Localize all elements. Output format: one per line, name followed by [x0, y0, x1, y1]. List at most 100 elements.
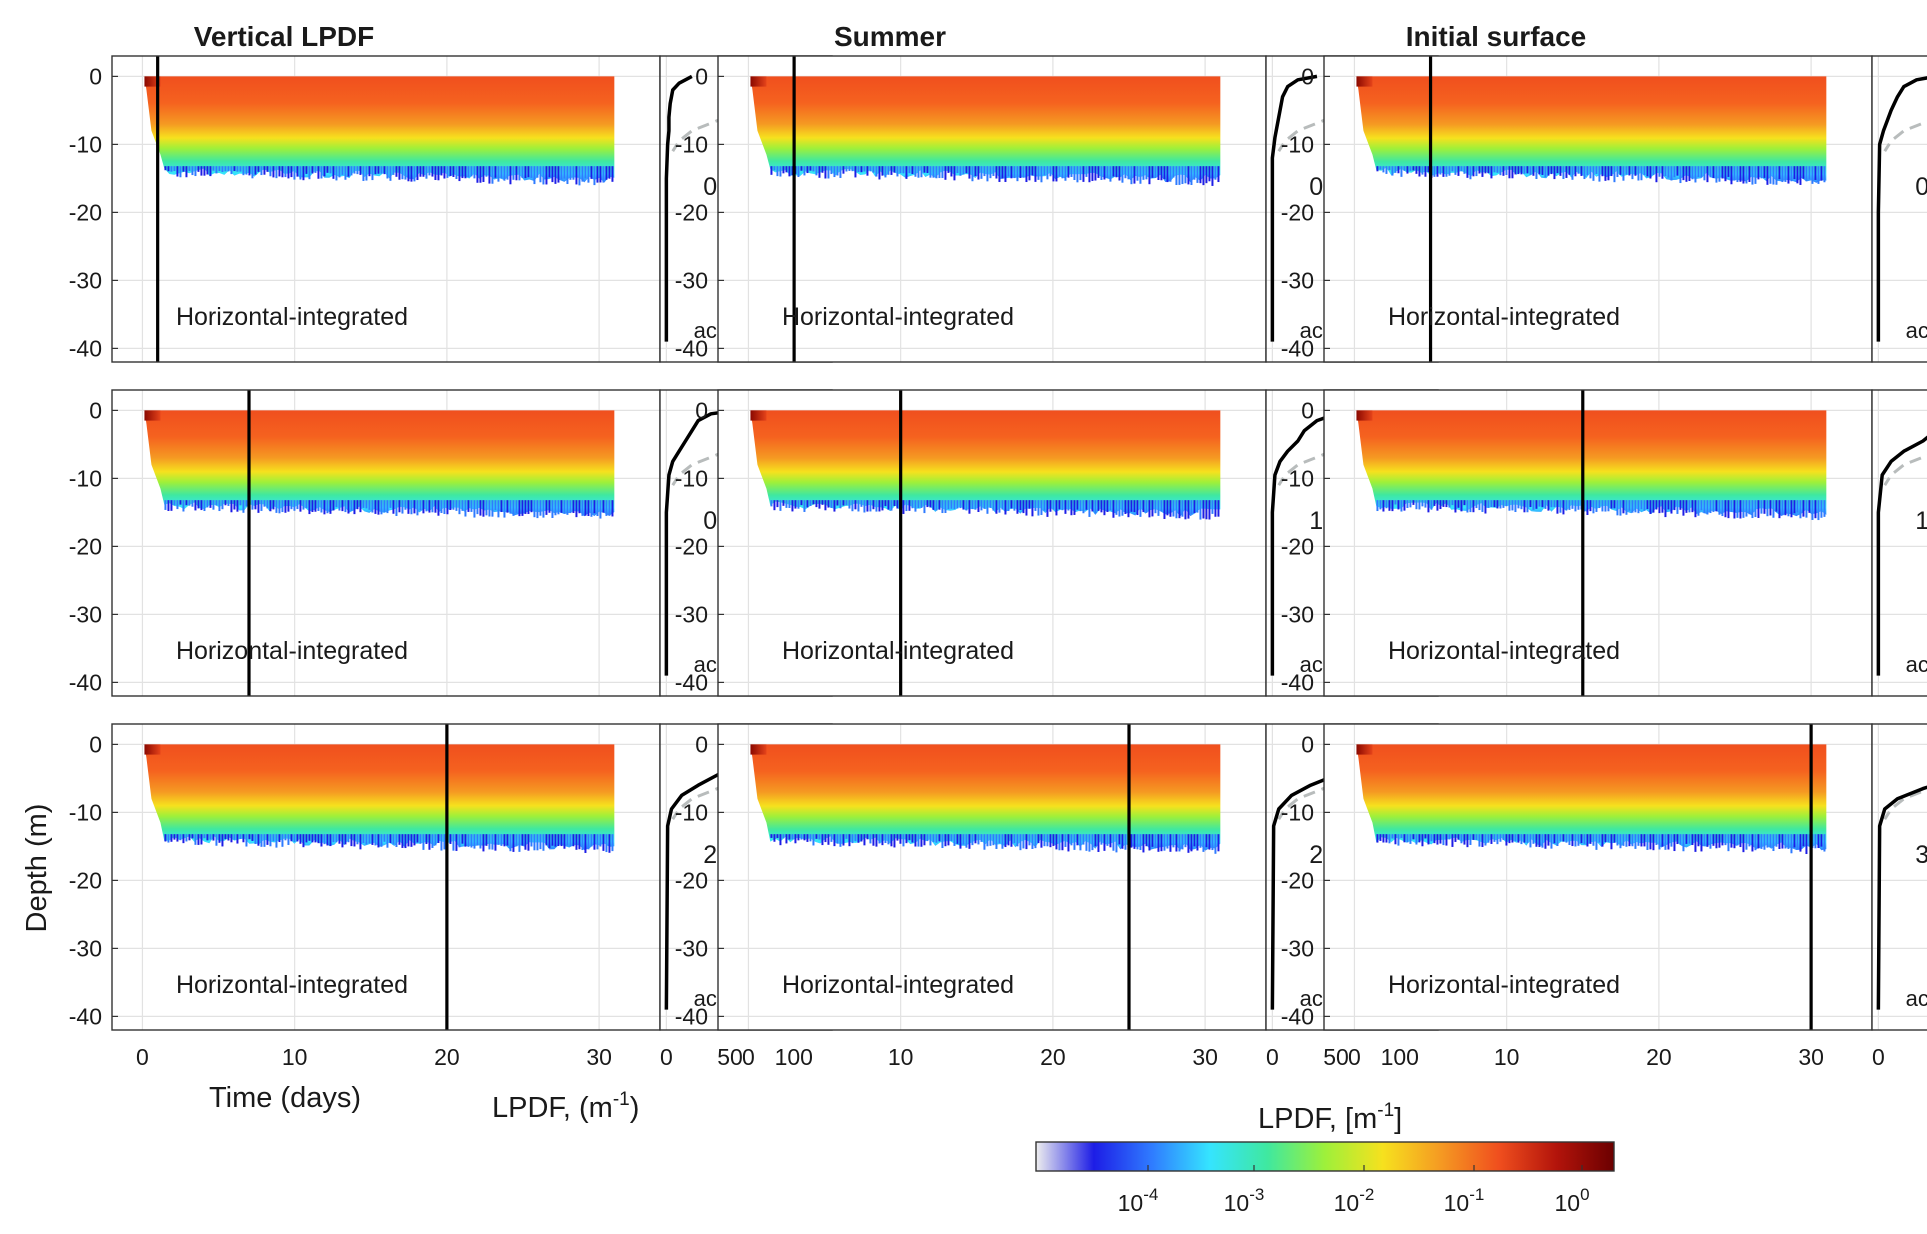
lpdf-tail-segment — [176, 166, 179, 177]
lpdf-tail-segment — [1577, 166, 1580, 174]
lpdf-tail-segment — [386, 500, 389, 514]
lpdf-tail-segment — [1016, 834, 1019, 847]
lpdf-tail-segment — [425, 166, 428, 179]
lpdf-tail-segment — [1019, 166, 1022, 178]
lpdf-deep-tail — [1376, 166, 1826, 185]
lpdf-tail-segment — [890, 166, 893, 175]
lpdf-tail-segment — [1163, 500, 1166, 519]
lpdf-tail-segment — [293, 166, 296, 180]
lpdf-tail-segment — [251, 166, 254, 179]
lpdf-tail-segment — [179, 500, 182, 505]
lpdf-tail-segment — [290, 500, 293, 510]
lpdf-tail-segment — [1166, 166, 1169, 183]
lpdf-tail-segment — [1076, 166, 1079, 183]
lpdf-tail-segment — [1451, 500, 1454, 506]
lpdf-tail-segment — [1562, 834, 1565, 842]
lpdf-tail-segment — [1046, 834, 1049, 847]
lpdf-tail-segment — [1655, 500, 1658, 510]
lpdf-tail-segment — [449, 500, 452, 510]
lpdf-tail-segment — [518, 834, 521, 852]
lpdf-tail-segment — [1706, 166, 1709, 183]
lpdf-tail-segment — [824, 834, 827, 843]
lpdf-tail-segment — [1151, 166, 1154, 178]
lpdf-tail-segment — [383, 166, 386, 175]
lpdf-tail-segment — [833, 834, 836, 847]
lpdf-tail-segment — [203, 166, 206, 176]
lpdf-tail-segment — [905, 834, 908, 844]
lpdf-tail-segment — [185, 834, 188, 842]
lpdf-tail-segment — [1589, 166, 1592, 179]
lpdf-tail-segment — [1157, 834, 1160, 852]
x-tick-label-lpdf: 0 — [1266, 1044, 1279, 1070]
lpdf-tail-segment — [443, 166, 446, 179]
lpdf-tail-segment — [389, 834, 392, 844]
y-tick-label: 0 — [1301, 731, 1314, 757]
lpdf-tail-segment — [296, 166, 299, 177]
lpdf-field — [1356, 410, 1827, 517]
lpdf-tail-segment — [818, 834, 821, 840]
lpdf-tail-segment — [542, 166, 545, 185]
lpdf-tail-segment — [332, 500, 335, 511]
lpdf-tail-segment — [1400, 166, 1403, 177]
lpdf-tail-segment — [1109, 834, 1112, 848]
x-tick-label-time: 10 — [282, 1044, 308, 1070]
lpdf-tail-segment — [1547, 834, 1550, 846]
lpdf-tail-segment — [989, 166, 992, 179]
lpdf-profile-line — [1270, 74, 1318, 342]
lpdf-tail-segment — [1511, 166, 1514, 179]
lpdf-tail-segment — [524, 166, 527, 179]
lpdf-tail-segment — [1478, 834, 1481, 847]
lpdf-tail-segment — [926, 166, 929, 174]
lpdf-tail-segment — [1493, 500, 1496, 508]
lpdf-tail-segment — [1376, 500, 1379, 512]
lpdf-tail-segment — [1568, 500, 1571, 510]
lpdf-tail-segment — [1025, 500, 1028, 516]
lpdf-tail-segment — [1637, 166, 1640, 181]
lpdf-tail-segment — [1703, 500, 1706, 514]
lpdf-tail-segment — [1691, 834, 1694, 846]
reference-profile-line — [1883, 787, 1927, 820]
lpdf-tail-segment — [479, 500, 482, 516]
lpdf-tail-segment — [503, 166, 506, 181]
lpdf-tail-segment — [1193, 500, 1196, 514]
lpdf-tail-segment — [842, 834, 845, 846]
lpdf-tail-segment — [1394, 500, 1397, 505]
lpdf-tail-segment — [578, 500, 581, 514]
heatmap-annotation: Horizontal-integrated — [1388, 637, 1620, 665]
lpdf-tail-segment — [215, 166, 218, 174]
lpdf-tail-segment — [320, 834, 323, 847]
lpdf-tail-segment — [257, 500, 260, 513]
lpdf-tail-segment — [539, 500, 542, 516]
lpdf-tail-segment — [419, 834, 422, 844]
lpdf-tail-segment — [320, 500, 323, 513]
lpdf-tail-segment — [338, 834, 341, 844]
lpdf-tail-segment — [1751, 500, 1754, 519]
lpdf-tail-segment — [1121, 500, 1124, 516]
lpdf-tail-segment — [368, 500, 371, 510]
lpdf-tail-segment — [191, 500, 194, 507]
lpdf-tail-segment — [494, 500, 497, 511]
lpdf-tail-segment — [1685, 834, 1688, 844]
lpdf-tail-segment — [1019, 500, 1022, 510]
lpdf-tail-segment — [275, 834, 278, 848]
lpdf-tail-segment — [1646, 166, 1649, 177]
lpdf-tail-segment — [1088, 834, 1091, 852]
lpdf-tail-segment — [932, 834, 935, 843]
lpdf-tail-segment — [926, 834, 929, 842]
lpdf-tail-segment — [509, 500, 512, 514]
lpdf-deep-tail — [164, 166, 614, 186]
lpdf-tail-segment — [311, 500, 314, 513]
lpdf-tail-segment — [1430, 834, 1433, 842]
lpdf-tail-segment — [1736, 166, 1739, 183]
lpdf-tail-segment — [1430, 500, 1433, 510]
lpdf-tail-segment — [977, 500, 980, 512]
lpdf-tail-segment — [1211, 834, 1214, 851]
lpdf-tail-segment — [380, 166, 383, 174]
lpdf-tail-segment — [1202, 500, 1205, 519]
lpdf-tail-segment — [974, 166, 977, 177]
lpdf-tail-segment — [1544, 834, 1547, 849]
lpdf-tail-segment — [1139, 834, 1142, 850]
lpdf-tail-segment — [1805, 834, 1808, 855]
lpdf-tail-segment — [317, 500, 320, 511]
lpdf-tail-segment — [230, 834, 233, 843]
